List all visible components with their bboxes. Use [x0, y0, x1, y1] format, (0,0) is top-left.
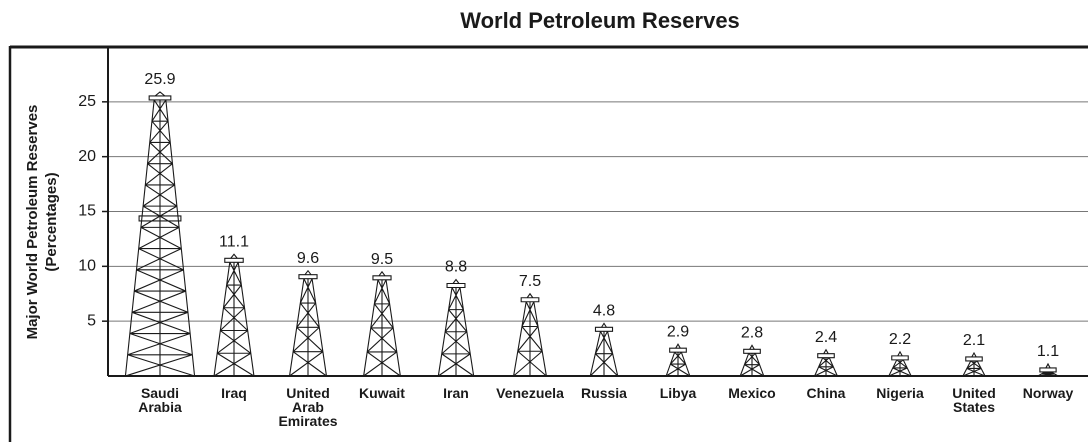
value-label: 9.5	[371, 251, 393, 268]
derrick-shape	[963, 353, 985, 376]
y-tick-label: 20	[78, 148, 96, 165]
y-axis-label: (Percentages)	[43, 172, 60, 271]
derrick	[740, 345, 764, 376]
derrick	[364, 272, 401, 376]
chart-title: World Petroleum Reserves	[460, 8, 740, 33]
derrick-shape	[514, 294, 547, 376]
derrick-shape	[1038, 364, 1058, 376]
x-tick-label: Norway	[1019, 386, 1077, 400]
value-label: 11.1	[219, 233, 249, 250]
y-tick-label: 25	[78, 93, 96, 110]
derrick-shape	[438, 279, 473, 376]
y-tick-label: 5	[87, 312, 96, 329]
value-label: 9.6	[297, 250, 319, 267]
x-tick-label: Iran	[427, 386, 485, 400]
x-tick-label: Russia	[575, 386, 633, 400]
value-label: 2.1	[963, 332, 985, 349]
x-tick-label: Mexico	[723, 386, 781, 400]
y-tick-label: 15	[78, 203, 96, 220]
derrick-shape	[590, 323, 617, 376]
derrick	[290, 271, 327, 376]
derrick	[214, 254, 254, 376]
y-axis-label: Major World Petroleum Reserves	[24, 105, 41, 340]
x-tick-label: Libya	[649, 386, 707, 400]
value-label: 1.1	[1037, 343, 1059, 360]
x-tick-label: United Arab Emirates	[279, 386, 337, 428]
derrick	[815, 350, 838, 376]
derrick	[590, 323, 617, 376]
derrick	[666, 344, 690, 376]
y-tick-label: 10	[78, 258, 96, 275]
value-label: 4.8	[593, 303, 615, 320]
value-label: 2.9	[667, 323, 689, 340]
x-tick-label: China	[797, 386, 855, 400]
derrick-shape	[666, 344, 690, 376]
x-tick-label: Kuwait	[353, 386, 411, 400]
derrick	[1038, 364, 1058, 376]
value-label: 2.2	[889, 331, 911, 348]
value-label: 8.8	[445, 259, 467, 276]
value-label: 25.9	[144, 71, 175, 88]
derrick-shape	[125, 92, 194, 376]
derrick	[889, 352, 911, 376]
x-tick-label: Saudi Arabia	[131, 386, 189, 414]
derrick	[125, 92, 194, 376]
x-tick-label: United States	[945, 386, 1003, 414]
derrick-shape	[815, 350, 838, 376]
value-label: 7.5	[519, 273, 541, 290]
value-label: 2.8	[741, 325, 763, 342]
x-tick-label: Iraq	[205, 386, 263, 400]
x-tick-label: Nigeria	[871, 386, 929, 400]
chart: World Petroleum Reserves Major World Pet…	[0, 0, 1088, 442]
derrick-shape	[889, 352, 911, 376]
derrick-shape	[364, 272, 401, 376]
derrick-shape	[214, 254, 254, 376]
page: World Petroleum Reserves Major World Pet…	[0, 0, 1088, 442]
derrick	[514, 294, 547, 376]
value-label: 2.4	[815, 329, 837, 346]
derrick	[963, 353, 985, 376]
derrick-shape	[290, 271, 327, 376]
derrick-shape	[740, 345, 764, 376]
derrick	[438, 279, 473, 376]
x-tick-label: Venezuela	[501, 386, 559, 400]
